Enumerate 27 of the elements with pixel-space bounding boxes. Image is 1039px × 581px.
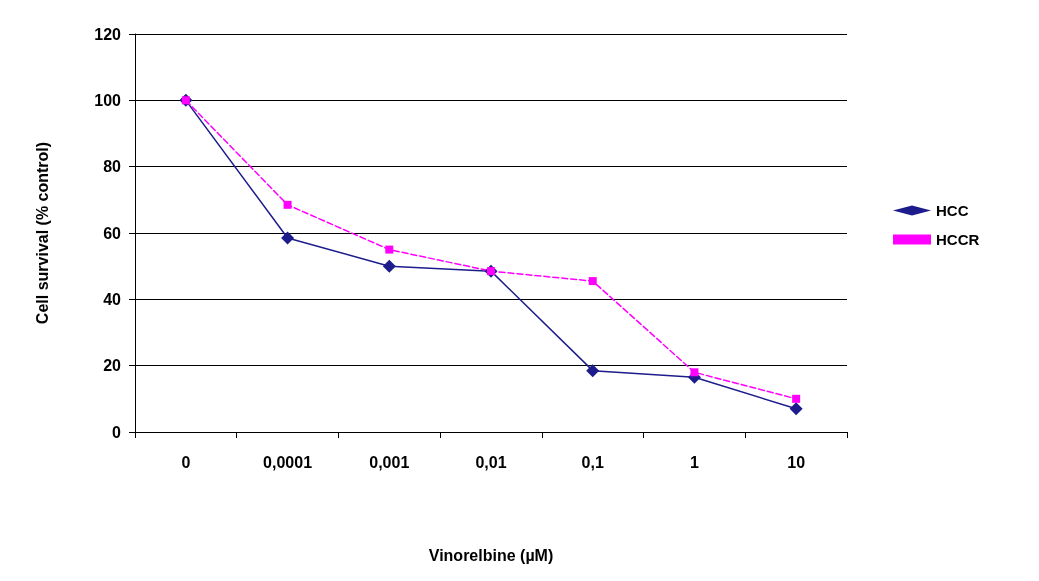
point (789, 402, 803, 416)
y-tick-label: 0 (112, 423, 122, 441)
legend-label: HCC (936, 202, 969, 219)
x-tick-label: 10 (787, 453, 806, 471)
x-tick-label: 0,0001 (263, 453, 313, 471)
point (382, 259, 396, 273)
y-tick-label: 120 (94, 25, 122, 43)
legend-label: HCCR (936, 231, 980, 248)
x-tick-label: 0 (181, 453, 191, 471)
point (690, 368, 699, 377)
x-axis-title: Vinorelbine (µM) (428, 546, 554, 564)
point (283, 200, 292, 209)
y-axis-title: Cell survival (% control) (33, 141, 51, 325)
point (588, 277, 597, 286)
point (586, 364, 600, 378)
x-tick-label: 0,001 (369, 453, 410, 471)
y-tick-label: 20 (103, 357, 122, 375)
y-tick-label: 60 (103, 224, 122, 242)
point (385, 245, 394, 254)
x-tick-label: 0,1 (581, 453, 604, 471)
y-tick-label: 80 (103, 158, 122, 176)
y-tick-label: 40 (103, 290, 122, 308)
x-tick-label: 1 (689, 453, 699, 471)
x-tick-label: 0,01 (475, 453, 507, 471)
point (792, 394, 801, 403)
y-tick-label: 100 (94, 91, 122, 109)
point (281, 231, 295, 245)
